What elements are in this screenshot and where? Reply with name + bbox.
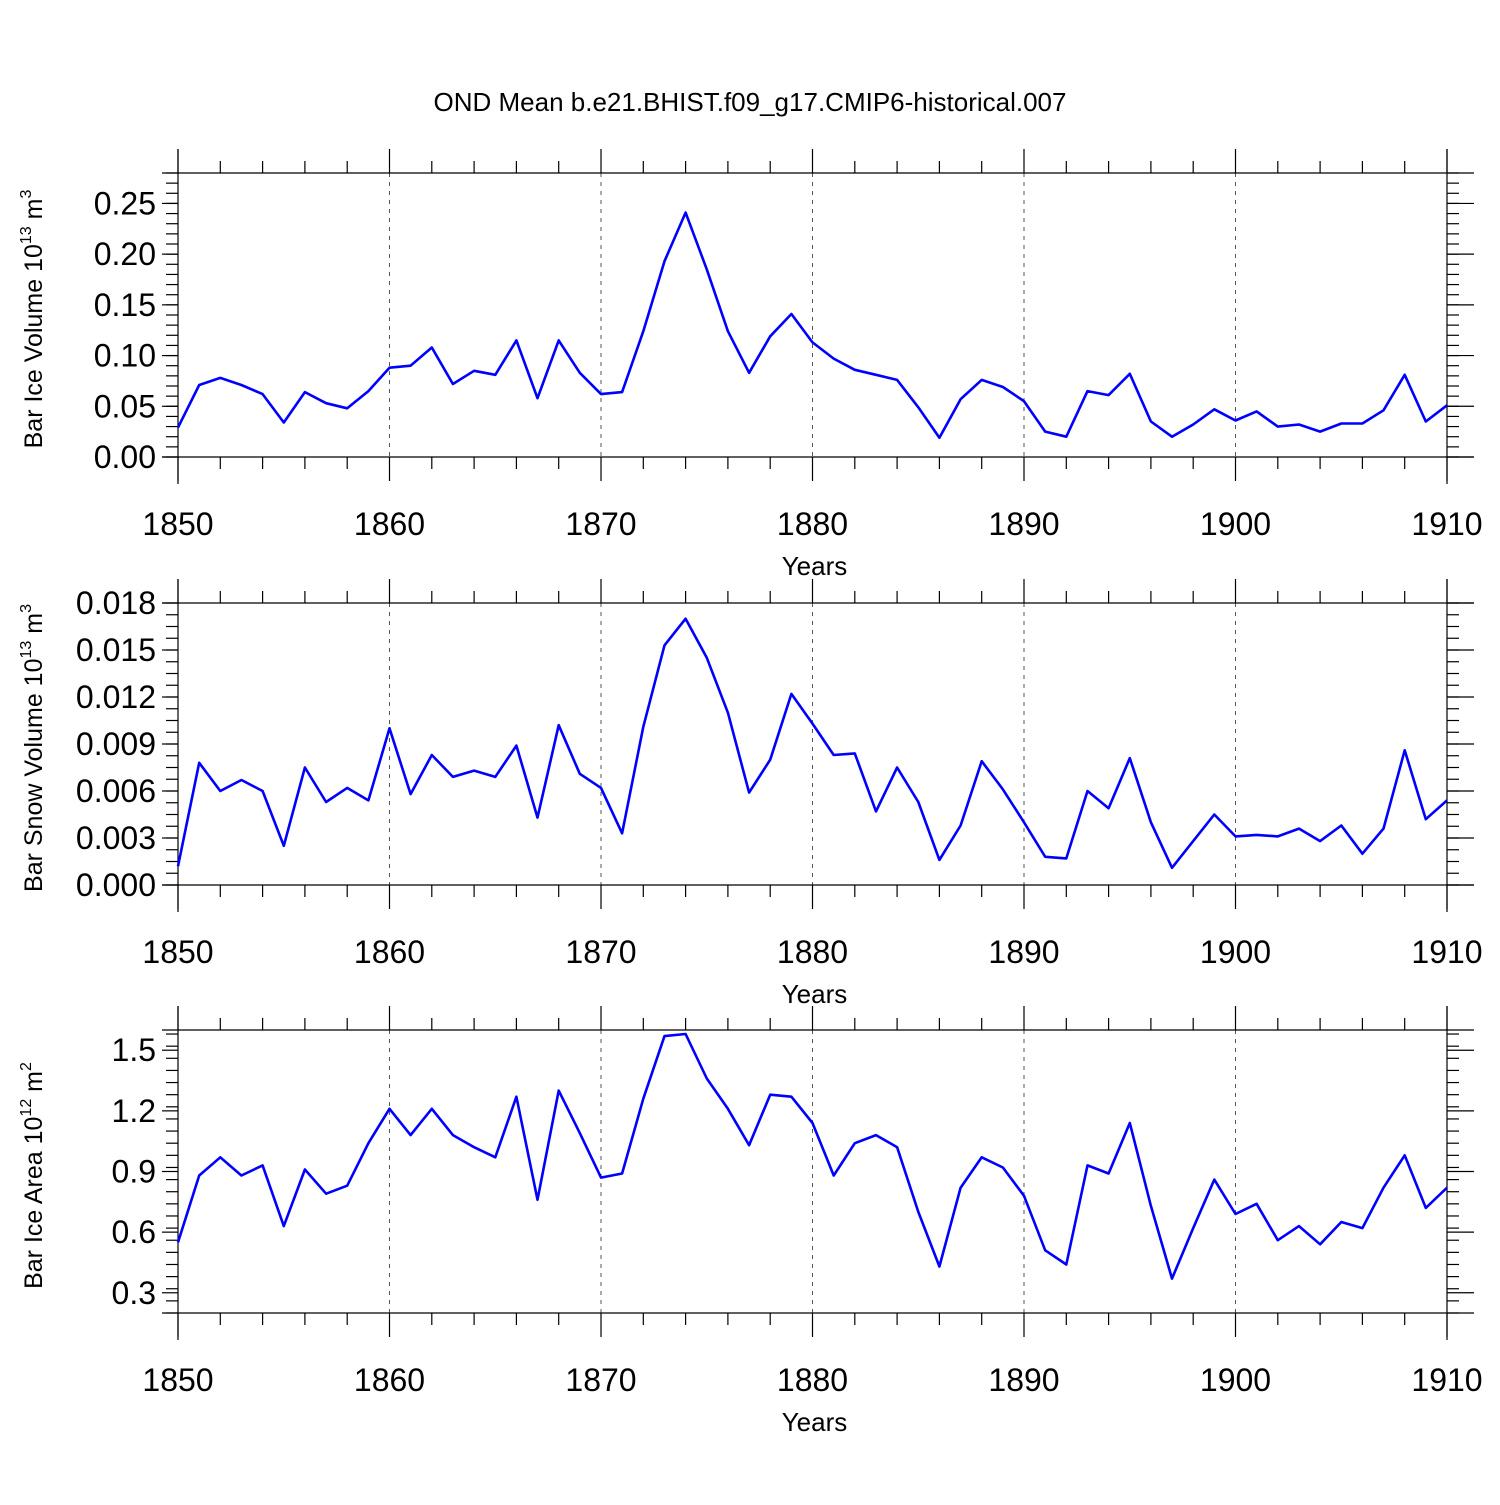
x-tick-label: 1850 bbox=[142, 1362, 213, 1398]
y-tick-label: 0.05 bbox=[94, 388, 156, 424]
x-tick-label: 1850 bbox=[142, 934, 213, 970]
y-tick-label: 0.20 bbox=[94, 236, 156, 272]
series-line-0 bbox=[176, 211, 1448, 440]
x-tick-label: 1900 bbox=[1200, 506, 1271, 542]
x-tick-label: 1910 bbox=[1411, 506, 1482, 542]
x-tick-label: 1880 bbox=[777, 1362, 848, 1398]
y-tick-label: 0.006 bbox=[76, 773, 156, 809]
panel-ice-volume: 0.00 0.05 0.10 0.15 0.20 0.25 1850 1860 1870 1880… bbox=[18, 149, 1483, 581]
y-tick-label: 0.15 bbox=[94, 287, 156, 323]
x-axis-label: Years bbox=[782, 551, 848, 581]
y-tick-label: 0.6 bbox=[112, 1214, 156, 1250]
x-tick-label: 1880 bbox=[777, 934, 848, 970]
series-line-0 bbox=[176, 617, 1448, 870]
x-tick-label: 1890 bbox=[988, 934, 1059, 970]
x-tick-label: 1910 bbox=[1411, 1362, 1482, 1398]
x-axis-label: Years bbox=[782, 979, 848, 1009]
x-tick-label: 1860 bbox=[354, 1362, 425, 1398]
y-tick-label: 0.9 bbox=[112, 1154, 156, 1190]
y-axis-label: Bar Ice Area 1012 m2 bbox=[18, 1062, 48, 1289]
y-tick-label: 0.00 bbox=[94, 439, 156, 475]
y-tick-label: 0.018 bbox=[76, 585, 156, 621]
x-tick-label: 1870 bbox=[565, 1362, 636, 1398]
x-tick-label: 1860 bbox=[354, 934, 425, 970]
x-tick-label: 1870 bbox=[565, 934, 636, 970]
y-tick-label: 0.009 bbox=[76, 726, 156, 762]
x-tick-label: 1900 bbox=[1200, 934, 1271, 970]
panel-ice-area: 0.3 0.6 0.9 1.2 1.5 1850 1860 1870 1880 1890 1900 1… bbox=[18, 1006, 1483, 1437]
y-tick-label: 0.3 bbox=[112, 1275, 156, 1311]
y-tick-label: 0.10 bbox=[94, 338, 156, 374]
x-tick-label: 1880 bbox=[777, 506, 848, 542]
x-tick-label: 1900 bbox=[1200, 1362, 1271, 1398]
x-tick-label: 1860 bbox=[354, 506, 425, 542]
panel-snow-volume: 0.000 0.003 0.006 0.009 0.012 0.015 0.018 1850 1… bbox=[18, 579, 1483, 1009]
y-tick-label: 0.25 bbox=[94, 185, 156, 221]
x-tick-label: 1850 bbox=[142, 506, 213, 542]
y-tick-label: 0.015 bbox=[76, 632, 156, 668]
y-tick-label: 0.003 bbox=[76, 820, 156, 856]
x-tick-label: 1870 bbox=[565, 506, 636, 542]
y-tick-label: 1.2 bbox=[112, 1093, 156, 1129]
chart-title: OND Mean b.e21.BHIST.f09_g17.CMIP6-histo… bbox=[434, 87, 1067, 117]
x-tick-label: 1890 bbox=[988, 506, 1059, 542]
y-axis-label: Bar Ice Volume 1013 m3 bbox=[18, 190, 48, 449]
y-tick-label: 0.000 bbox=[76, 867, 156, 903]
x-tick-label: 1910 bbox=[1411, 934, 1482, 970]
series-line-0 bbox=[176, 1032, 1448, 1280]
x-tick-label: 1890 bbox=[988, 1362, 1059, 1398]
y-axis-label: Bar Snow Volume 1013 m3 bbox=[18, 604, 48, 892]
y-tick-label: 1.5 bbox=[112, 1032, 156, 1068]
y-tick-label: 0.012 bbox=[76, 679, 156, 715]
x-axis-label: Years bbox=[782, 1407, 848, 1437]
